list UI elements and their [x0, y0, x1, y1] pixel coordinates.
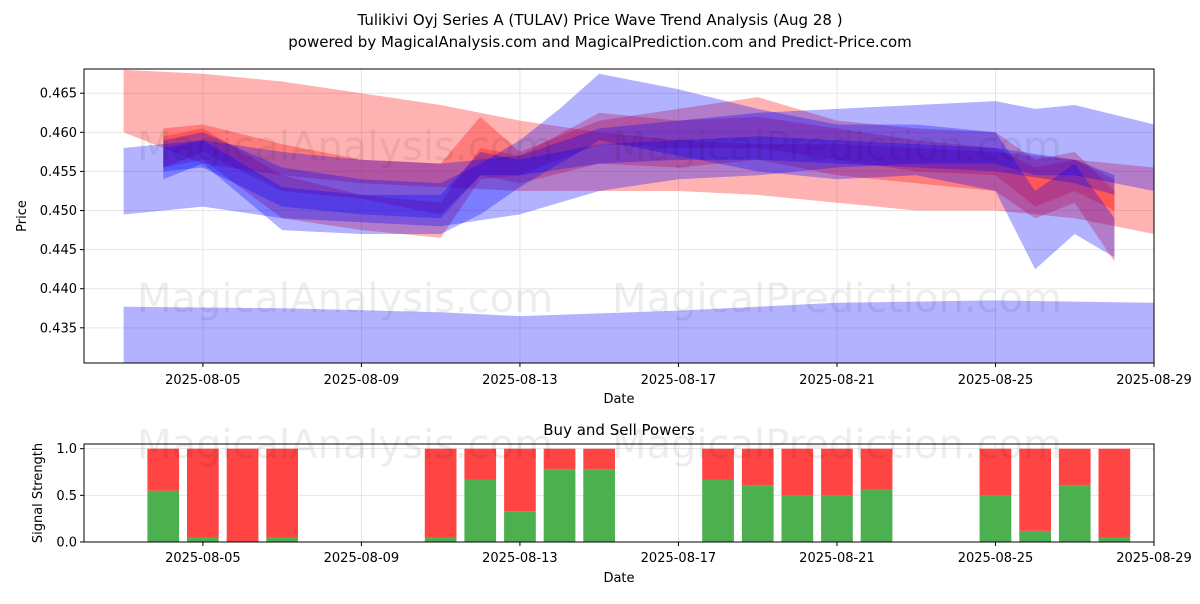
x-tick-label: 2025-08-13: [482, 373, 558, 388]
buy-bar: [504, 511, 536, 542]
signal-chart-title: Buy and Sell Powers: [543, 421, 695, 439]
price-panel: MagicalAnalysis.com MagicalPrediction.co…: [15, 68, 1192, 407]
x-tick-label: 2025-08-25: [958, 373, 1034, 388]
sell-bar: [1098, 448, 1131, 538]
y-tick-label: 0.445: [40, 243, 77, 258]
chart-title: Tulikivi Oyj Series A (TULAV) Price Wave…: [356, 11, 842, 29]
x-tick-label: 2025-08-05: [165, 373, 241, 388]
price-y-axis: 0.435 0.440 0.445 0.450 0.455 0.460 0.465: [40, 87, 84, 336]
price-x-axis-label: Date: [603, 392, 634, 407]
buy-bar: [1019, 530, 1051, 542]
price-x-axis: 2025-08-05 2025-08-09 2025-08-13 2025-08-17…: [165, 363, 1192, 388]
sell-wave-band: [123, 69, 1155, 234]
buy-bar: [1058, 485, 1091, 542]
buy-bar: [781, 495, 814, 542]
x-tick-label: 2025-08-13: [482, 551, 558, 566]
y-tick-label: 0.5: [56, 489, 77, 504]
sell-bar: [1058, 448, 1091, 486]
buy-bar: [147, 490, 180, 542]
sell-bar: [424, 448, 457, 538]
sell-bar: [781, 448, 814, 496]
buy-bar: [187, 537, 219, 542]
signal-y-axis-label: Signal Strength: [31, 443, 46, 543]
chart-subtitle: powered by MagicalAnalysis.com and Magic…: [288, 33, 912, 51]
watermark-text: MagicalAnalysis.com: [137, 276, 553, 322]
x-tick-label: 2025-08-21: [799, 373, 875, 388]
buy-bar: [543, 469, 576, 542]
sell-bar: [860, 448, 893, 490]
x-tick-label: 2025-08-09: [324, 551, 400, 566]
x-tick-label: 2025-08-09: [324, 373, 400, 388]
price-y-axis-label: Price: [15, 200, 30, 232]
sell-bar: [702, 448, 734, 480]
buy-bar: [583, 469, 615, 542]
buy-bar: [979, 495, 1012, 542]
price-bands: [123, 69, 1155, 363]
buy-wave-band: [123, 101, 1155, 227]
signal-x-axis-label: Date: [603, 571, 634, 586]
x-tick-label: 2025-08-21: [799, 551, 875, 566]
x-tick-label: 2025-08-29: [1116, 551, 1192, 566]
sell-bar: [741, 448, 774, 486]
buy-bar: [266, 537, 298, 542]
sell-wave-band: [163, 97, 1115, 262]
y-tick-label: 0.455: [40, 165, 77, 180]
buy-bar: [464, 479, 497, 542]
y-tick-label: 1.0: [56, 442, 77, 457]
sell-bar: [504, 448, 536, 512]
y-tick-label: 0.465: [40, 87, 77, 102]
sell-wave-band: [163, 112, 1115, 238]
signal-x-axis: 2025-08-05 2025-08-09 2025-08-13 2025-08-17…: [165, 542, 1192, 566]
buy-wave-band: [163, 136, 1115, 219]
x-tick-label: 2025-08-17: [641, 551, 717, 566]
buy-bar: [821, 495, 853, 542]
watermark-text: MagicalPrediction.com: [612, 276, 1062, 322]
buy-bar: [860, 489, 893, 542]
buy-bar: [1098, 537, 1131, 542]
watermark-text: MagicalPrediction.com: [612, 124, 1062, 170]
sell-bar: [147, 448, 180, 491]
price-plot-frame: [83, 68, 1155, 364]
y-tick-label: 0.450: [40, 204, 77, 219]
sell-bar: [543, 448, 576, 470]
sell-bar: [821, 448, 853, 496]
sell-bar: [266, 448, 298, 538]
buy-bar: [741, 485, 774, 542]
watermark-text: MagicalAnalysis.com: [137, 124, 553, 170]
buy-bar: [424, 537, 457, 542]
buy-bar: [702, 479, 734, 542]
x-tick-label: 2025-08-29: [1116, 373, 1192, 388]
sell-bar: [583, 448, 615, 470]
price-grid: [84, 69, 1155, 363]
price-watermarks: MagicalAnalysis.com MagicalPrediction.co…: [137, 124, 1062, 322]
x-tick-label: 2025-08-25: [958, 551, 1034, 566]
watermark-text: MagicalAnalysis.com: [137, 422, 553, 468]
sell-bar: [226, 448, 259, 542]
y-tick-label: 0.460: [40, 126, 77, 141]
x-tick-label: 2025-08-17: [641, 373, 717, 388]
x-tick-label: 2025-08-05: [165, 551, 241, 566]
signal-bars: [147, 448, 1131, 542]
sell-bar: [1019, 448, 1051, 531]
y-tick-label: 0.440: [40, 282, 77, 297]
signal-panel: Buy and Sell Powers MagicalAnalysis.com …: [31, 421, 1192, 586]
signal-y-axis: 0.0 0.5 1.0: [56, 442, 84, 551]
watermark-text: MagicalPrediction.com: [612, 422, 1062, 468]
buy-wave-band: [163, 73, 1115, 270]
y-tick-label: 0.435: [40, 321, 77, 336]
sell-bar: [464, 448, 497, 480]
sell-bar: [979, 448, 1012, 496]
y-tick-label: 0.0: [56, 536, 77, 551]
buy-wave-band: [123, 300, 1155, 363]
signal-plot-frame: [83, 443, 1155, 543]
sell-bar: [187, 448, 219, 538]
signal-watermarks: MagicalAnalysis.com MagicalPrediction.co…: [137, 422, 1062, 468]
